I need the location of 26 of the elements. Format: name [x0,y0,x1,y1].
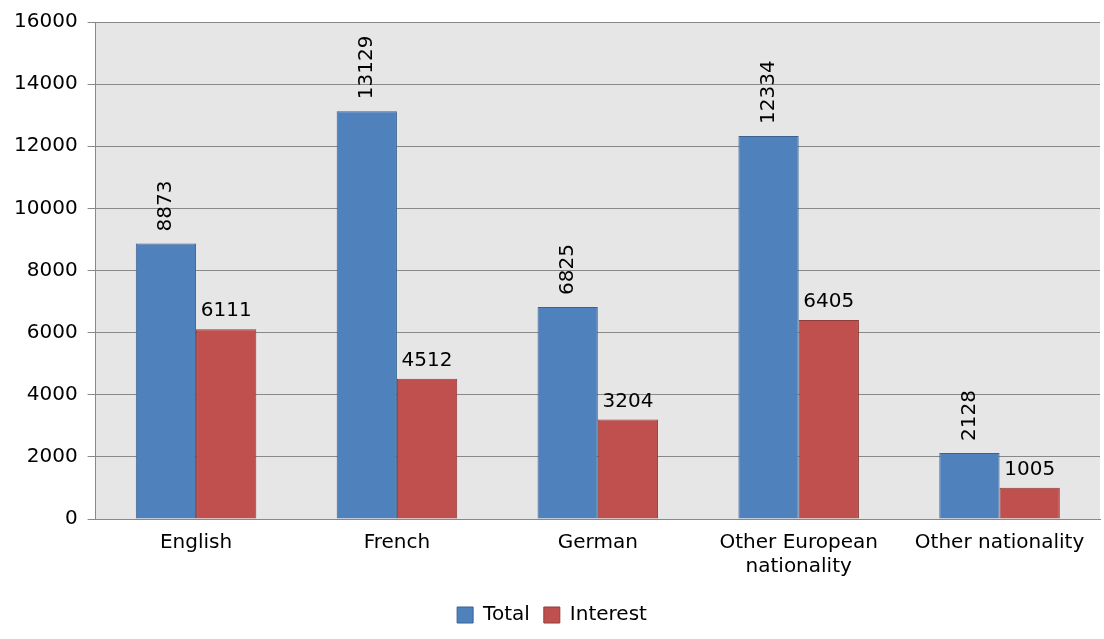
data-label: 1005 [1004,455,1056,480]
data-label: 8873 [152,180,177,232]
data-label: 4512 [401,347,453,372]
data-label: 3204 [602,387,654,412]
x-tick-label: Other nationality [914,529,1085,554]
y-tick-label: 0 [64,505,78,530]
data-label: 6111 [200,297,252,322]
legend-label: Interest [569,601,648,626]
data-label: 2128 [955,389,980,441]
y-tick-label: 6000 [26,318,78,343]
y-tick-label: 16000 [14,8,78,33]
y-tick-label: 10000 [14,194,78,219]
x-tick-label: French [363,529,431,554]
x-tick-label: German [557,529,638,554]
data-label: 6825 [553,244,578,295]
data-label: 12334 [754,60,779,124]
y-tick-label: 2000 [26,443,78,468]
data-label: 13129 [353,35,378,100]
legend-label: Total [482,601,530,626]
y-tick-label: 8000 [26,256,78,281]
x-tick-label: Other European nationality [719,529,878,578]
y-tick-label: 4000 [26,380,78,405]
y-tick-label: 12000 [14,132,78,157]
y-tick-label: 14000 [14,70,78,95]
x-tick-label: English [159,529,233,554]
data-label: 6405 [803,288,855,313]
